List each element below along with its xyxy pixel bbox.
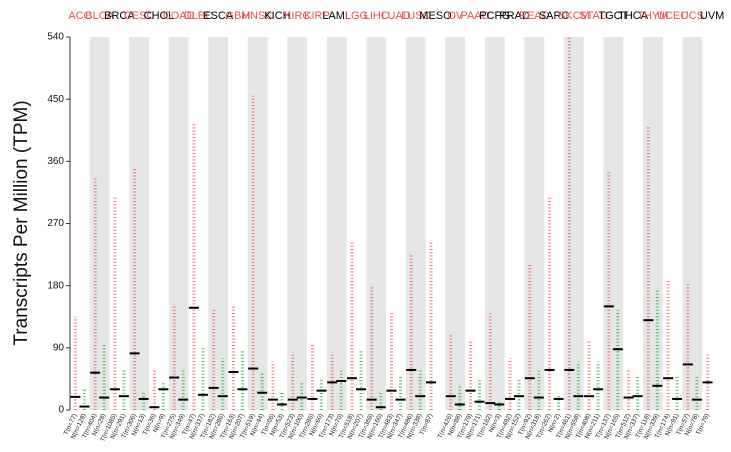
group-label: PCPG xyxy=(479,10,510,22)
column-band xyxy=(247,37,268,410)
group-label: LUSC xyxy=(401,10,430,22)
column-band xyxy=(563,37,584,410)
y-tick-label: 90 xyxy=(53,342,65,353)
group-label: BRCA xyxy=(104,10,135,22)
group-label: LAML xyxy=(322,10,351,22)
group-label: OV xyxy=(447,10,464,22)
column-band xyxy=(89,37,110,410)
group-label: UCEC xyxy=(657,10,688,22)
column-band xyxy=(524,37,545,410)
column-band xyxy=(642,37,663,410)
y-tick-label: 540 xyxy=(47,32,64,43)
group-label: LUAD xyxy=(381,10,410,22)
group-label: CESC xyxy=(124,10,155,22)
y-tick-label: 360 xyxy=(47,156,64,167)
group-label: KIRC xyxy=(284,10,310,22)
y-tick-label: 450 xyxy=(47,94,64,105)
column-band xyxy=(168,37,189,410)
column-band xyxy=(366,37,387,410)
column-band xyxy=(445,37,466,410)
group-label: TGCT xyxy=(598,10,628,22)
group-label: SKCM xyxy=(558,10,590,22)
group-label: PAAD xyxy=(460,10,489,22)
y-tick-label: 270 xyxy=(47,218,64,229)
group-label: LGG xyxy=(345,10,368,22)
y-tick-label: 0 xyxy=(58,405,64,416)
column-band xyxy=(208,37,229,410)
group-label: COAD xyxy=(163,10,195,22)
column-band xyxy=(405,37,426,410)
group-label: SARC xyxy=(539,10,570,22)
group-label: READ xyxy=(519,10,550,22)
column-band xyxy=(603,37,624,410)
group-label: DLBC xyxy=(184,10,213,22)
y-axis-title: Transcripts Per Million (TPM) xyxy=(11,100,32,345)
group-label: THYM xyxy=(637,10,668,22)
y-tick-label: 180 xyxy=(47,280,64,291)
group-label: MESO xyxy=(419,10,452,22)
group-label: UVM xyxy=(700,10,724,22)
group-label: CHOL xyxy=(144,10,175,22)
group-label: PRAD xyxy=(499,10,530,22)
group-label: GBM xyxy=(225,10,250,22)
group-label: KIRP xyxy=(304,10,330,22)
group-label: THCA xyxy=(618,10,649,22)
column-band xyxy=(484,37,505,410)
group-label: STAD xyxy=(579,10,608,22)
column-band xyxy=(326,37,347,410)
group-label: ACC xyxy=(68,10,91,22)
group-label: ESCA xyxy=(203,10,234,22)
group-label: KICH xyxy=(264,10,290,22)
column-band xyxy=(682,37,703,410)
group-label: HNSC xyxy=(242,10,273,22)
group-label: LIHC xyxy=(364,10,389,22)
group-label: BLCA xyxy=(85,10,114,22)
group-label: UCS xyxy=(681,10,704,22)
column-band xyxy=(287,37,308,410)
